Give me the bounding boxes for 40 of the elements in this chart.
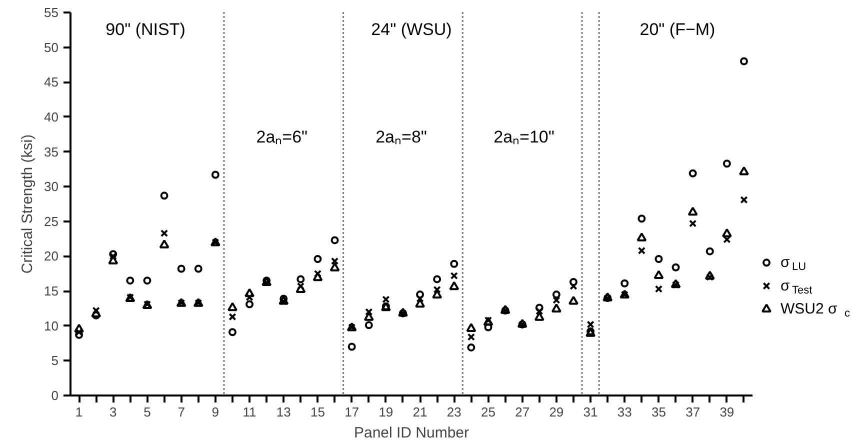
y-tick-label: 50 [44,40,59,55]
x-axis-title: Panel ID Number [354,424,470,442]
x-tick-label: 25 [480,404,496,420]
annotation: 2aₙ=6" [256,127,308,146]
annotation: 2aₙ=10" [494,127,554,146]
x-tick-label: 15 [310,404,325,420]
y-tick-label: 0 [51,388,59,403]
x-tick-label: 31 [583,404,598,420]
x-tick-label: 29 [549,404,564,420]
y-tick-label: 40 [44,109,59,124]
x-tick-label: 5 [144,404,151,420]
y-tick-label: 55 [44,5,59,20]
x-tick-label: 9 [212,404,220,420]
y-tick-label: 25 [44,214,59,229]
y-tick-label: 15 [44,284,59,299]
y-tick-label: 35 [44,144,59,160]
x-tick-label: 11 [242,404,256,420]
x-tick-label: 21 [412,404,428,420]
x-tick-label: 27 [515,404,530,420]
x-tick-label: 13 [276,404,291,420]
x-tick-label: 3 [110,404,117,420]
x-tick-label: 17 [344,404,360,420]
x-tick-label: 35 [651,404,666,420]
annotation: 90" (NIST) [106,20,186,40]
y-tick-label: 30 [44,179,59,194]
x-tick-label: 7 [178,404,185,420]
annotation: 24" (WSU) [371,20,452,40]
y-tick-label: 5 [51,353,59,368]
x-tick-label: 33 [617,404,632,420]
y-axis-title: Critical Strength (ksi) [19,134,36,274]
y-tick-label: 45 [44,74,59,90]
annotation: 20" (F−M) [640,20,716,40]
x-tick-label: 39 [720,404,734,420]
y-tick-label: 20 [44,248,59,264]
x-tick-label: 23 [446,404,462,420]
annotation: 2aₙ=8" [376,127,427,146]
x-tick-label: 1 [75,404,83,420]
x-tick-label: 19 [378,404,394,420]
x-tick-label: 37 [686,404,700,420]
y-tick-label: 10 [44,318,59,334]
